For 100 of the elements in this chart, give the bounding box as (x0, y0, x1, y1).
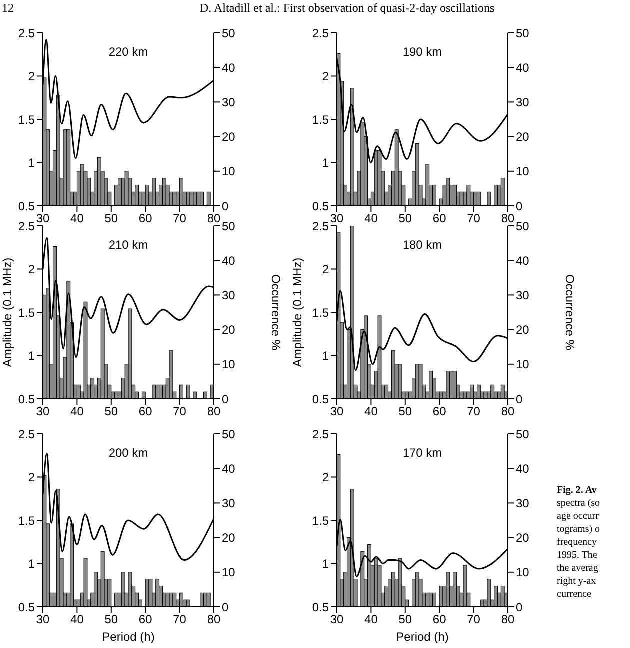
y-tick-label: 1.5 (18, 514, 36, 528)
y2-tick-label: 40 (222, 462, 236, 476)
y-tick-label: 2 (28, 470, 36, 485)
y2-tick-label: 10 (222, 164, 236, 179)
x-tick-label: 50 (104, 404, 118, 419)
y2-tick-label: 10 (516, 358, 530, 372)
y2-tick-label: 30 (222, 496, 236, 510)
y2-axis-title: Occurrence % (562, 274, 577, 351)
text: frequency (557, 536, 598, 549)
text: currence (557, 588, 592, 601)
y2-tick-label: 30 (516, 95, 530, 110)
y2-tick-label: 10 (516, 566, 530, 580)
y2-tick-label: 20 (516, 531, 530, 546)
y-tick-label: 1 (322, 349, 330, 364)
text: 170 km (402, 446, 444, 460)
y-tick-label: 2 (322, 470, 330, 485)
x-tick-label: 50 (398, 404, 412, 419)
y2-tick-label: 10 (222, 358, 236, 372)
y-tick-label: 1.5 (312, 306, 330, 320)
x-tick-label: 60 (432, 612, 447, 627)
x-tick-label: 80 (207, 612, 221, 627)
text: 1995. The (557, 549, 598, 562)
y2-tick-label: 20 (222, 323, 236, 338)
y2-tick-label: 0 (516, 392, 523, 406)
text: D. Altadill et al.: First observation of quasi-2-day oscillations (200, 1, 495, 16)
y2-tick-label: 20 (516, 130, 530, 144)
x-tick-label: 40 (70, 404, 84, 419)
x-tick-label: 40 (70, 612, 84, 627)
y-tick-label: 0.5 (18, 392, 36, 406)
y2-tick-label: 40 (516, 462, 530, 476)
x-tick-label: 60 (432, 212, 447, 226)
y2-tick-label: 50 (516, 26, 530, 40)
y-tick-label: 1 (322, 156, 330, 170)
text: spectra (so (557, 497, 600, 510)
x-tick-label: 60 (138, 212, 153, 226)
text: 180 km (402, 238, 444, 252)
x-tick-label: 40 (70, 212, 84, 226)
x-tick-label: 40 (364, 404, 378, 419)
x-tick-label: 30 (36, 404, 50, 419)
y-tick-label: 0.5 (312, 199, 330, 214)
x-tick-label: 80 (501, 212, 515, 226)
y-tick-label: 2 (28, 70, 36, 84)
y-tick-label: 1 (28, 557, 36, 572)
y2-tick-label: 20 (516, 323, 530, 338)
y2-tick-label: 50 (516, 427, 530, 442)
y-tick-label: 2.5 (18, 219, 36, 234)
y2-tick-label: 0 (222, 600, 229, 614)
x-axis-title: Period (h) (102, 630, 155, 644)
x-tick-label: 70 (173, 212, 187, 226)
x-tick-label: 50 (104, 612, 118, 627)
y-tick-label: 1 (322, 557, 330, 572)
text: 12 (2, 1, 14, 16)
text: 200 km (108, 446, 150, 460)
x-tick-label: 70 (173, 612, 187, 627)
y-tick-label: 2.5 (18, 26, 36, 40)
x-tick-label: 70 (467, 404, 481, 419)
x-tick-label: 80 (501, 404, 515, 419)
y2-tick-label: 0 (516, 600, 523, 614)
y2-tick-label: 50 (222, 427, 236, 442)
y-tick-label: 1.5 (312, 514, 330, 528)
y-tick-label: 0.5 (18, 600, 36, 614)
x-tick-label: 70 (467, 612, 481, 627)
x-tick-label: 80 (207, 212, 221, 226)
y-axis-title: Amplitude (0.1 MHz) (290, 258, 304, 368)
x-tick-label: 70 (173, 404, 187, 419)
x-tick-label: 80 (501, 612, 515, 627)
y2-tick-label: 0 (222, 392, 229, 406)
y-tick-label: 2 (28, 262, 36, 277)
text: 210 km (108, 238, 150, 252)
y-tick-label: 2.5 (312, 26, 330, 40)
x-tick-label: 30 (330, 404, 344, 419)
x-tick-label: 50 (398, 612, 412, 627)
y2-tick-label: 0 (222, 199, 229, 214)
y-tick-label: 0.5 (18, 199, 36, 214)
x-tick-label: 40 (364, 212, 378, 226)
y-tick-label: 2.5 (312, 427, 330, 442)
y2-tick-label: 40 (222, 254, 236, 268)
y-tick-label: 1.5 (18, 306, 36, 320)
y2-tick-label: 20 (222, 531, 236, 546)
text: the averag (557, 562, 600, 575)
y2-tick-label: 40 (516, 60, 530, 75)
y2-tick-label: 30 (516, 496, 530, 510)
y-tick-label: 0.5 (312, 600, 330, 614)
y2-tick-label: 30 (222, 95, 236, 110)
y-tick-label: 2 (322, 262, 330, 277)
y2-tick-label: 20 (222, 130, 236, 144)
x-tick-label: 50 (398, 212, 412, 226)
x-tick-label: 60 (138, 404, 153, 419)
y-tick-label: 1.5 (18, 112, 36, 127)
y2-tick-label: 0 (516, 199, 523, 214)
x-tick-label: 30 (36, 212, 50, 226)
y-tick-label: 2.5 (312, 219, 330, 234)
x-tick-label: 60 (432, 404, 447, 419)
caption: Fig. 2. Av (557, 484, 598, 497)
text: 220 km (108, 45, 150, 59)
x-tick-label: 30 (36, 612, 50, 627)
x-tick-label: 70 (467, 212, 481, 226)
y-tick-label: 1 (28, 156, 36, 170)
x-tick-label: 50 (104, 212, 118, 226)
x-tick-label: 40 (364, 612, 378, 627)
